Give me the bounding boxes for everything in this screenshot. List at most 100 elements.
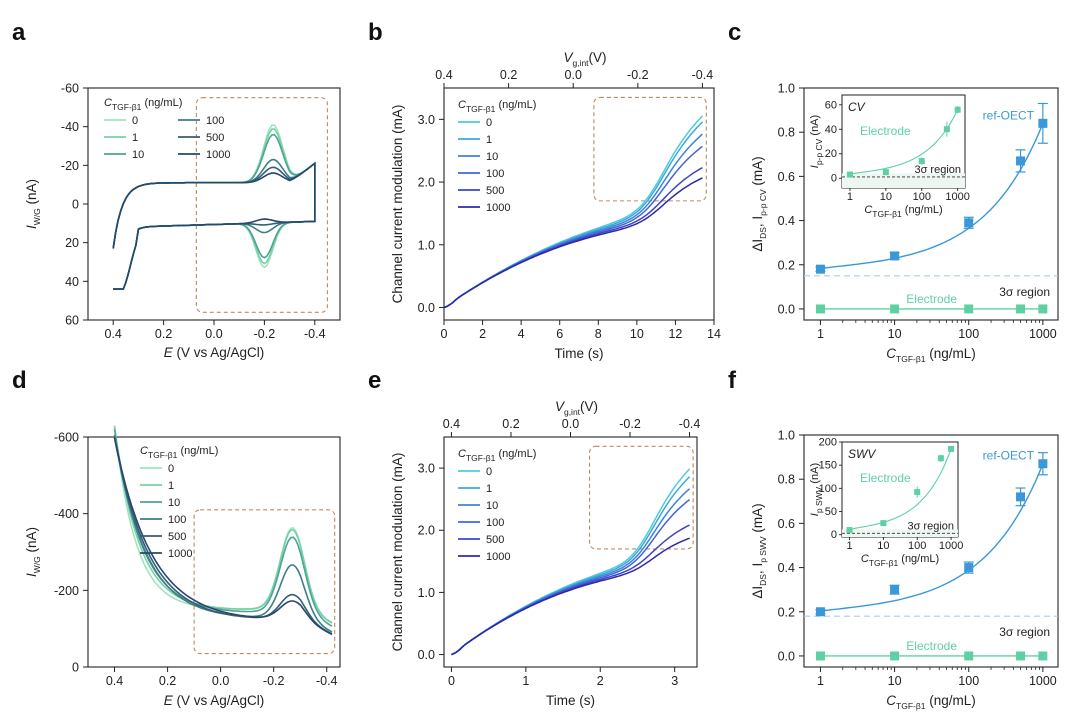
panel-f-ref-point-3 [1016, 492, 1026, 502]
panel-b-legend-label-1: 1 [486, 134, 492, 146]
panel-c-inset-xtick-label-0: 1 [847, 191, 853, 203]
panel-f-ref-point-4 [1038, 459, 1048, 469]
panel-a-legend-title-part-0: C [104, 97, 112, 109]
panel-d-legend-label-3: 100 [168, 514, 186, 526]
panel-c-ylabel-part-3: p-p CV [758, 189, 768, 216]
panel-e-top-xtick-label-0: 0.4 [443, 417, 460, 431]
panel-c-ytick-label-0: 0.0 [778, 302, 795, 316]
panel-b-xtick-label-7: 14 [707, 327, 721, 341]
panel-f-inset-xtick-label-0: 1 [846, 540, 852, 552]
panel-b-top-axis-label-part-2: (V) [589, 50, 607, 65]
panel-c-electrode-label: Electrode [906, 292, 957, 306]
panel-d-ylabel-part-1: W/G [32, 556, 42, 573]
panel-c-inset-ylabel-part-1: p-p CV [814, 138, 824, 165]
panel-c-xlabel-part-0: C [886, 346, 896, 361]
panel-a-xlabel-part-0: E [164, 345, 174, 360]
panel-c-inset-xlabel-part-0: C [864, 204, 872, 216]
panel-c-inset-ylabel: Ip-p CV (nA) [809, 115, 824, 168]
panel-f-inset-ytick-label-0: 0 [831, 529, 837, 541]
panel-c-ylabel-part-1: DS [758, 227, 768, 239]
panel-c-inset-ylabel-part-0: I [809, 165, 821, 168]
panel-e-top-axis-label: Vg,int(V) [555, 399, 598, 417]
panel-e-xtick-label-0: 0 [448, 674, 455, 688]
panel-f-xlabel: CTGF-β1 (ng/mL) [886, 693, 975, 711]
panel-f-inset-xtick-label-3: 1000 [939, 540, 963, 552]
panel-f-ref-fit [820, 463, 1044, 613]
panel-b-ytick-label-2: 2.0 [418, 176, 435, 190]
panel-d-xlabel-part-1: (V vs Ag/AgCl) [173, 693, 265, 708]
panel-b-top-xtick-label-2: 0.0 [565, 68, 582, 82]
panel-f-ytick-label-3: 0.6 [778, 517, 795, 531]
panel-f-inset-point-2 [914, 489, 921, 496]
panel-e-legend-title-part-2: (ng/mL) [495, 448, 536, 460]
panel-c-ref-point-4 [1038, 118, 1048, 128]
panel-a-legend-title-part-2: (ng/mL) [141, 97, 182, 109]
panel-f-inset-ylabel-part-0: I [809, 513, 821, 516]
panel-f-xtick-label-2: 100 [958, 674, 979, 688]
panel-f-ylabel-part-0: ΔI [750, 586, 765, 599]
panel-c-xtick-label-3: 1000 [1029, 327, 1057, 341]
panel-f-xtick-label-3: 1000 [1029, 674, 1057, 688]
panel-b-xtick-label-6: 12 [668, 327, 682, 341]
panel-d-ytick-label-0: -600 [54, 431, 79, 445]
panel-d-legend-label-2: 10 [168, 497, 180, 509]
panel-c-ref-point-3 [1016, 156, 1026, 166]
panel-d-ylabel: IW/G (nA) [24, 527, 42, 577]
panel-c-electrode-point-2 [964, 304, 974, 314]
panel-c-ref-label: ref-OECT [983, 108, 1035, 122]
panel-b-top-axis-label-part-1: g,int [572, 58, 589, 68]
panel-b-xtick-label-1: 2 [479, 327, 486, 341]
panel-a-xtick-label-4: -0.4 [304, 327, 326, 341]
panel-c-xlabel-part-1: TGF-β1 [896, 354, 926, 364]
panel-f-ylabel-part-4: (mA) [750, 503, 765, 536]
panel-b-top-xtick-label-3: -0.2 [627, 68, 649, 82]
panel-label-c: c [728, 19, 741, 46]
panel-e-xlabel: Time (s) [546, 693, 595, 708]
panel-c-ytick-label-2: 0.4 [778, 214, 795, 228]
panel-c-inset-point-2 [918, 158, 925, 165]
panel-b-xtick-label-4: 8 [595, 327, 602, 341]
panel-a-legend-label-1: 1 [132, 132, 138, 144]
panel-a-xtick-label-1: 0.2 [155, 327, 172, 341]
panel-e-legend-title-part-1: TGF-β1 [466, 453, 496, 463]
panel-d-legend-title-part-2: (ng/mL) [177, 445, 218, 457]
panel-b-legend-title-part-1: TGF-β1 [466, 104, 496, 114]
panel-a-highlight-box [195, 97, 328, 313]
panel-label-b: b [368, 19, 383, 46]
panel-e-ylabel: Channel current modulation (mA) [390, 453, 405, 652]
panel-d-frame [87, 436, 341, 668]
panel-a-ylabel-part-1: W/G [32, 208, 42, 225]
panel-f-ylabel-part-2: , I [750, 563, 765, 574]
panel-c-inset-title: CV [848, 100, 866, 114]
panel-d-legend-label-0: 0 [168, 463, 174, 475]
panel-c-inset-series-label: Electrode [860, 124, 911, 138]
panel-c-xtick-label-1: 10 [888, 327, 902, 341]
panel-f-xlabel-part-0: C [886, 693, 896, 708]
panel-c-inset-ytick-label-3: 60 [825, 99, 837, 111]
panel-c-ylabel-part-2: , I [750, 216, 765, 227]
panel-f-electrode-point-1 [890, 651, 900, 661]
panel-b-top-xtick-label-4: -0.4 [692, 68, 714, 82]
panel-f-inset-series-label: Electrode [860, 471, 911, 485]
panel-e-top-xtick-label-2: 0.0 [562, 417, 579, 431]
panel-c-ytick-label-1: 0.2 [778, 258, 795, 272]
panel-e-top-axis-label-part-2: (V) [580, 399, 598, 414]
panel-d-ylabel-part-2: (nA) [24, 527, 39, 556]
panel-e-ytick-label-3: 3.0 [418, 462, 435, 476]
panel-c-electrode-point-1 [890, 304, 900, 314]
panel-d-xtick-label-0: 0.4 [106, 674, 123, 688]
panel-b-legend-title-part-0: C [458, 99, 466, 111]
panel-b-oect-chart: 0 2 4 6 8 10 12 140.01.02.03.00.4 0.2 0.0 -0.2 -0.4… [390, 50, 721, 361]
panel-f-ytick-label-0: 0.0 [778, 649, 795, 663]
panel-f-ref-label: ref-OECT [983, 449, 1035, 463]
panel-c-electrode-point-4 [1038, 304, 1048, 314]
panel-f-ytick-label-2: 0.4 [778, 561, 795, 575]
panel-c-electrode-point-0 [815, 304, 825, 314]
panel-e-legend-label-3: 100 [486, 517, 504, 529]
panel-b-ytick-label-3: 3.0 [418, 113, 435, 127]
panel-e-top-xtick-label-3: -0.2 [619, 417, 641, 431]
panel-f-ylabel-part-1: DS [758, 574, 768, 586]
panel-b-xtick-label-2: 4 [518, 327, 525, 341]
